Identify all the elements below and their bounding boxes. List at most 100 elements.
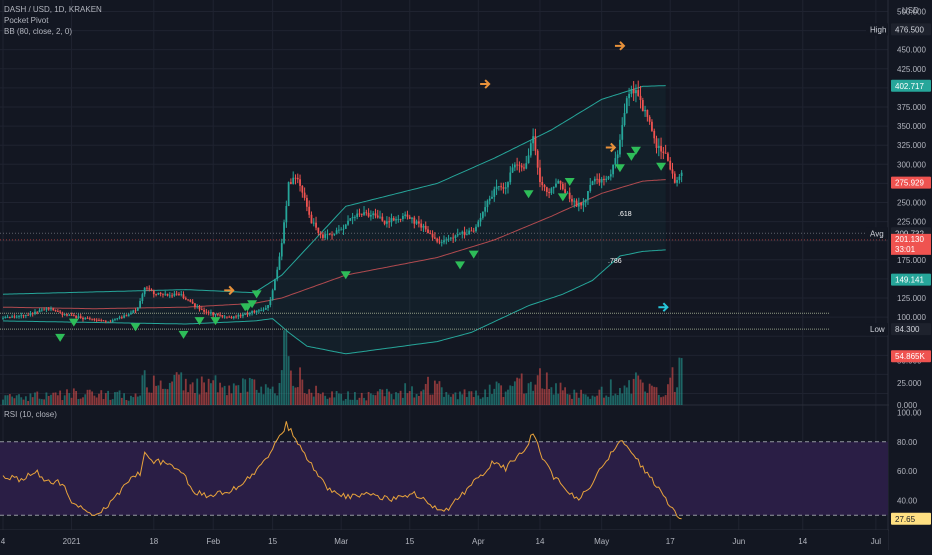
candle-body <box>614 158 617 165</box>
volume-bar <box>109 399 112 405</box>
volume-bar <box>29 393 32 405</box>
candle-body <box>173 293 176 296</box>
orange-arrow-2 <box>480 79 491 89</box>
candle-body <box>175 293 178 295</box>
volume-bar <box>516 377 519 405</box>
avg-tag: 209.732 <box>895 229 924 238</box>
candle-body <box>603 178 605 180</box>
time-axis[interactable]: 4 2021 18 Feb 15 Mar 15 Apr 14 May 17 Jun 14 Jul <box>0 530 888 550</box>
volume-bar <box>488 384 491 405</box>
candle-body <box>383 220 386 224</box>
low-label: Low <box>870 325 885 334</box>
candle-body <box>461 231 464 234</box>
candle-body <box>351 217 354 219</box>
volume-bar <box>621 393 624 405</box>
volume-bar <box>20 397 23 405</box>
candle-body <box>655 138 658 148</box>
time-tick-3: Feb <box>206 537 220 546</box>
volume-bar <box>383 396 386 405</box>
pocket-pivot-marker-14 <box>557 193 568 202</box>
candle-body <box>203 309 205 312</box>
volume-bar <box>2 399 4 405</box>
volume-bar <box>146 387 148 405</box>
candle-body <box>136 307 139 311</box>
volume-bar <box>438 381 441 405</box>
candle-body <box>24 314 27 316</box>
candle-body <box>4 317 7 319</box>
candle-body <box>34 311 36 314</box>
price-tick-20: 500.000 <box>897 7 926 16</box>
candle-body <box>582 202 585 206</box>
volume-bar <box>358 397 361 405</box>
candle-body <box>54 310 57 312</box>
rsi-tick-3: 100.00 <box>897 408 922 417</box>
candle-body <box>497 186 500 188</box>
volume-bar <box>162 388 164 405</box>
candle-body <box>374 213 377 216</box>
time-tick-5: Mar <box>334 537 348 546</box>
rsi-tick-2: 80.00 <box>897 438 918 447</box>
candle-body <box>285 205 288 223</box>
volume-bar <box>152 375 155 405</box>
candle-body <box>310 214 313 224</box>
volume-bar <box>173 374 176 405</box>
bb-lower-tag: 149.141 <box>895 276 924 285</box>
candle-body <box>248 312 251 315</box>
candle-body <box>516 164 519 166</box>
volume-bar <box>363 397 365 405</box>
volume-bar <box>317 393 320 405</box>
volume-bar <box>315 385 317 405</box>
last-price-2-tag-bg <box>891 233 931 255</box>
rsi-background <box>0 441 888 516</box>
volume-bar <box>77 399 80 405</box>
volume-bar <box>422 389 425 405</box>
candle-body <box>449 237 452 239</box>
candle-body <box>557 180 560 184</box>
time-tick-11: Jun <box>732 537 745 546</box>
candle-body <box>317 227 320 233</box>
candle-body <box>427 229 429 234</box>
candle-body <box>481 211 484 218</box>
candle-body <box>216 313 219 315</box>
candle-body <box>267 304 269 309</box>
candle-body <box>468 230 471 235</box>
volume-bar <box>596 395 598 405</box>
pocket-pivot-marker-3 <box>178 330 189 339</box>
volume-bar <box>548 388 551 405</box>
candle-body <box>200 309 203 311</box>
candle-body <box>587 190 589 200</box>
volume-bar <box>148 392 151 405</box>
volume-bar <box>95 397 98 405</box>
volume-bar <box>303 393 306 405</box>
volume-bar <box>114 392 116 405</box>
volume-bar <box>591 395 594 405</box>
volume-bar <box>465 396 468 405</box>
candle-body <box>38 310 41 313</box>
volume-bar <box>118 390 121 405</box>
candle-body <box>280 243 283 257</box>
volume-bar <box>22 399 25 405</box>
volume-bar <box>369 393 372 405</box>
candle-body <box>555 183 557 187</box>
volume-bar <box>619 387 621 405</box>
volume-bar <box>641 382 644 405</box>
volume-bar <box>673 391 676 405</box>
volume-bar <box>72 388 75 405</box>
candle-body <box>548 191 551 194</box>
candle-body <box>447 238 450 240</box>
volume-bar <box>164 388 167 405</box>
volume-bar <box>102 399 105 405</box>
candle-body <box>452 237 455 239</box>
candle-body <box>258 310 260 312</box>
candle-body <box>662 151 665 154</box>
candle-body <box>596 178 598 180</box>
volume-bar <box>461 394 464 405</box>
candle-body <box>324 234 327 238</box>
volume-bar <box>477 395 480 405</box>
volume-bar <box>187 392 189 405</box>
volume-bar <box>296 387 299 405</box>
candle-body <box>246 313 249 315</box>
last-price-tag-bg <box>891 176 931 189</box>
